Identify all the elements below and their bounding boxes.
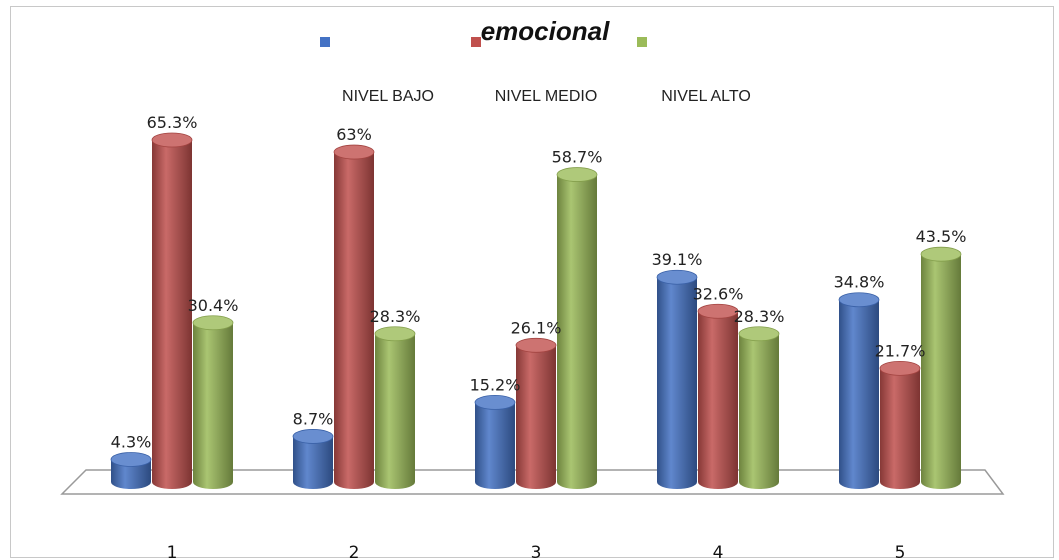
- legend-marker-nivel-alto: [637, 37, 647, 47]
- bar-nivel-medio-5: [879, 360, 921, 489]
- legend-marker-nivel-medio: [471, 37, 481, 47]
- bar-nivel-alto-4: [738, 326, 780, 489]
- bar-nivel-bajo-4: [656, 269, 698, 489]
- bar-nivel-alto-2: [374, 326, 416, 489]
- data-label-nivel-alto-3: 58.7%: [552, 148, 603, 167]
- bar-nivel-alto-3: [556, 167, 598, 489]
- bar-nivel-medio-3: [515, 337, 557, 489]
- data-label-nivel-alto-2: 28.3%: [370, 307, 421, 326]
- data-label-nivel-bajo-1: 4.3%: [111, 432, 152, 451]
- data-label-nivel-bajo-4: 39.1%: [652, 250, 703, 269]
- category-label-4: 4: [713, 543, 724, 560]
- chart-title: emocional: [481, 16, 610, 46]
- bar-nivel-alto-1: [192, 315, 234, 489]
- category-label-5: 5: [895, 543, 906, 560]
- data-label-nivel-bajo-2: 8.7%: [293, 409, 334, 428]
- bar-nivel-medio-2: [333, 144, 375, 489]
- category-label-3: 3: [531, 543, 542, 560]
- category-label-1: 1: [167, 543, 178, 560]
- bar-nivel-medio-4: [697, 303, 739, 489]
- bar-nivel-bajo-5: [838, 292, 880, 489]
- data-label-nivel-bajo-5: 34.8%: [834, 273, 885, 292]
- category-label-2: 2: [349, 543, 360, 560]
- chart-frame: [10, 6, 1054, 558]
- data-label-nivel-medio-4: 32.6%: [693, 284, 744, 303]
- legend-label-nivel-bajo: NIVEL BAJO: [342, 88, 434, 105]
- bar-nivel-bajo-3: [474, 394, 516, 489]
- bar-nivel-alto-5: [920, 246, 962, 489]
- data-label-nivel-medio-2: 63%: [336, 125, 372, 144]
- data-label-nivel-alto-5: 43.5%: [916, 227, 967, 246]
- bar-nivel-medio-1: [151, 132, 193, 489]
- data-label-nivel-bajo-3: 15.2%: [470, 375, 521, 394]
- legend-marker-nivel-bajo: [320, 37, 330, 47]
- data-label-nivel-alto-4: 28.3%: [734, 307, 785, 326]
- legend-label-nivel-medio: NIVEL MEDIO: [495, 88, 598, 105]
- bar-nivel-bajo-2: [292, 429, 334, 489]
- data-label-nivel-medio-5: 21.7%: [875, 341, 926, 360]
- data-label-nivel-alto-1: 30.4%: [188, 296, 239, 315]
- data-label-nivel-medio-1: 65.3%: [147, 113, 198, 132]
- bar-nivel-bajo-1: [110, 452, 152, 489]
- legend-label-nivel-alto: NIVEL ALTO: [661, 88, 751, 105]
- data-label-nivel-medio-3: 26.1%: [511, 318, 562, 337]
